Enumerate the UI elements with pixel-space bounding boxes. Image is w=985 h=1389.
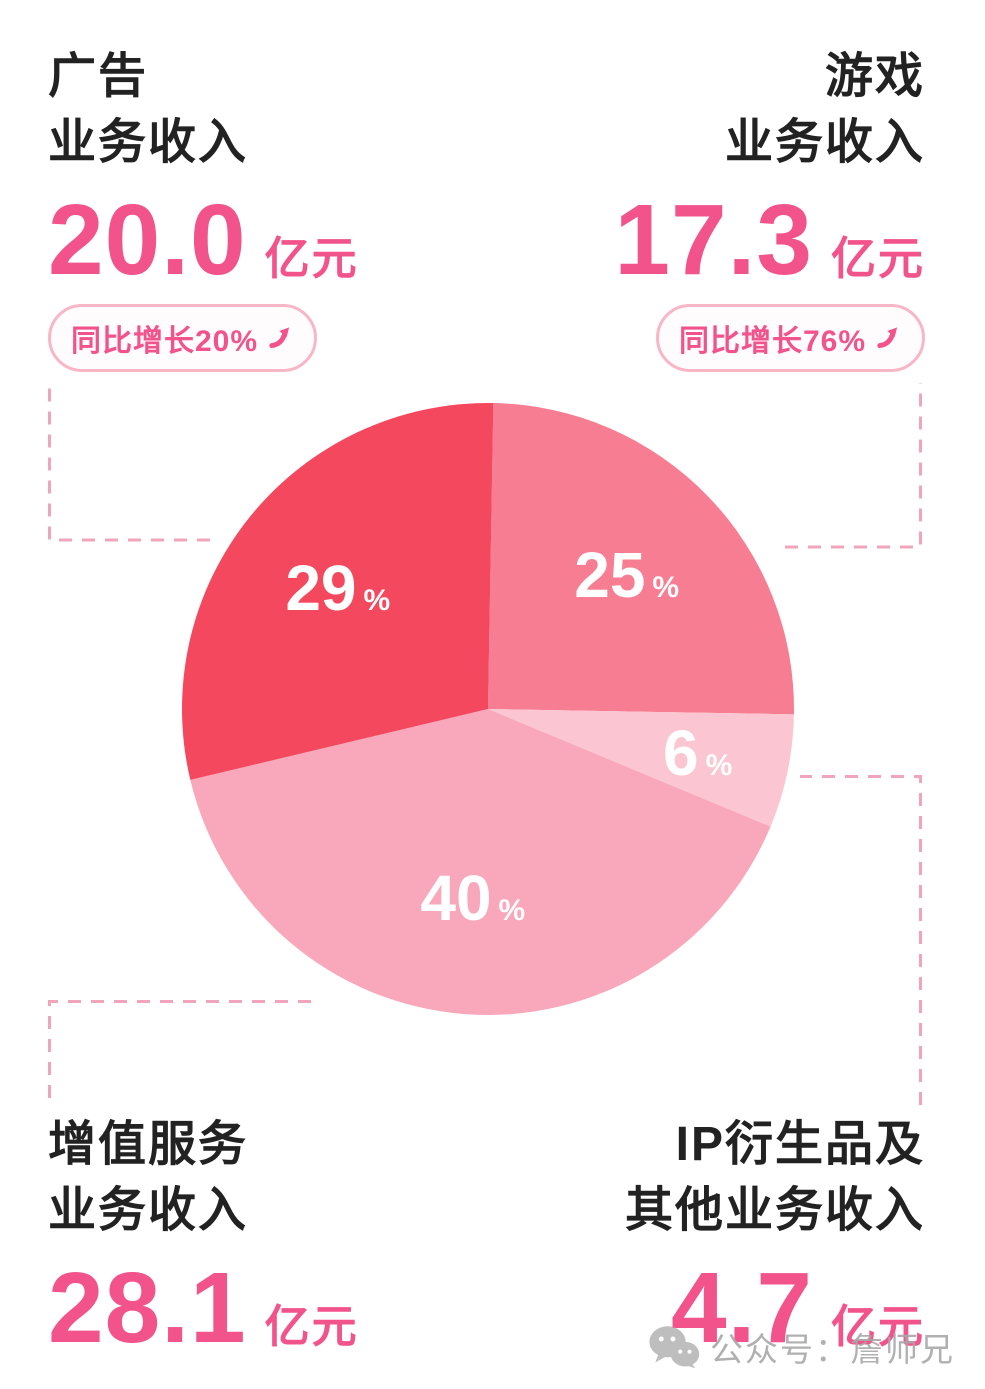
watermark-text: 公众号：詹师兄 <box>710 1331 955 1368</box>
stat-ad-label-line1: 广告 <box>48 50 149 103</box>
growth-arrow-icon <box>269 327 290 349</box>
pie-label-game: 25% <box>574 539 680 612</box>
pie-chart-svg <box>182 403 794 1015</box>
stat-ad-label: 广告 业务收入 <box>48 44 248 176</box>
stat-ad-value-number: 20.0 <box>48 184 247 296</box>
pie-label-ip: 6% <box>663 716 733 789</box>
stat-block-game: 游戏 业务收入 17.3 亿元 同比增长76% <box>614 44 925 372</box>
wechat-icon <box>649 1326 700 1369</box>
stat-block-ad: 广告 业务收入 20.0 亿元 同比增长20% <box>48 44 359 372</box>
pie-label-vas: 40% <box>420 862 526 935</box>
stat-game-value-unit: 亿元 <box>830 233 925 284</box>
stat-ad-value-unit: 亿元 <box>264 233 359 284</box>
stat-ip-label-line2: 其他业务收入 <box>624 1184 925 1237</box>
stat-block-ip: IP衍生品及 其他业务收入 4.7 亿元 <box>625 1112 925 1358</box>
pie-slice <box>488 709 794 827</box>
callout-box-vas <box>48 1000 315 1098</box>
pie-slice <box>488 403 794 715</box>
stat-game-growth-text: 同比增长76% <box>678 325 866 358</box>
stat-vas-value: 28.1 亿元 <box>48 1258 359 1358</box>
stat-ip-value-number: 4.7 <box>670 1252 813 1364</box>
stat-ip-label-line1: IP衍生品及 <box>675 1118 925 1171</box>
pie-label-ad: 29% <box>285 552 391 625</box>
stat-game-value: 17.3 亿元 <box>614 190 925 290</box>
stat-vas-label-line2: 业务收入 <box>48 1184 249 1237</box>
pie-chart: 25% 6% 40% 29% <box>178 399 798 1019</box>
stat-ad-growth-text: 同比增长20% <box>71 325 259 358</box>
callout-box-ad <box>48 383 210 542</box>
stat-ip-value: 4.7 亿元 <box>671 1258 925 1358</box>
stat-game-value-number: 17.3 <box>614 184 813 296</box>
stat-game-label-line2: 业务收入 <box>724 116 925 169</box>
stat-game-label-line1: 游戏 <box>824 50 925 103</box>
callout-box-game <box>785 383 922 549</box>
stat-block-vas: 增值服务 业务收入 28.1 亿元 <box>48 1112 359 1358</box>
stat-game-growth-badge: 同比增长76% <box>655 304 925 372</box>
pie-slice <box>190 709 771 1015</box>
pie-slice <box>182 403 494 780</box>
callout-box-ip <box>800 775 922 1105</box>
stat-vas-value-unit: 亿元 <box>264 1301 359 1352</box>
watermark: 公众号：詹师兄 <box>648 1323 955 1371</box>
stat-ad-label-line2: 业务收入 <box>48 116 249 169</box>
stat-game-label: 游戏 业务收入 <box>725 44 925 176</box>
stat-ip-label: IP衍生品及 其他业务收入 <box>625 1112 925 1244</box>
stat-vas-label: 增值服务 业务收入 <box>48 1112 248 1244</box>
stat-ad-value: 20.0 亿元 <box>48 190 359 290</box>
growth-arrow-icon <box>877 327 898 349</box>
stat-ip-value-unit: 亿元 <box>830 1301 925 1352</box>
stat-vas-value-number: 28.1 <box>48 1252 247 1364</box>
stat-vas-label-line1: 增值服务 <box>48 1118 249 1171</box>
stat-ad-growth-badge: 同比增长20% <box>48 304 318 372</box>
